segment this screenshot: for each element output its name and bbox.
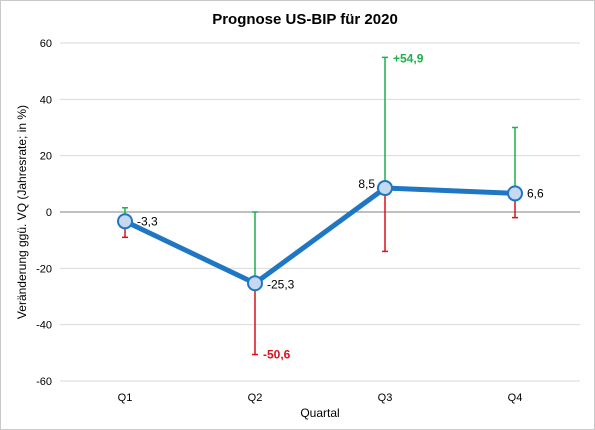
series-points	[117, 180, 523, 292]
gridlines	[60, 42, 580, 382]
x-tick-label: Q2	[248, 392, 263, 404]
x-tick-label: Q1	[118, 392, 133, 404]
x-tick-labels: Q1 Q2 Q3 Q4	[118, 392, 523, 404]
annotation-high: +54,9	[393, 51, 424, 65]
data-point	[507, 185, 523, 202]
y-tick-labels: 60 40 20 0 -20 -40 -60	[36, 38, 52, 388]
series-polyline	[122, 185, 518, 286]
data-label: 8,5	[358, 177, 375, 191]
range-bars	[122, 56, 518, 356]
y-tick-label: -40	[36, 320, 52, 332]
y-tick-label: -20	[36, 263, 52, 275]
annotation-low: -50,6	[263, 348, 291, 362]
x-tick-label: Q3	[378, 392, 393, 404]
x-axis-label: Quartal	[300, 406, 339, 420]
y-axis-label: Veränderung ggü. VQ (Jahresrate; in %)	[15, 105, 29, 319]
y-tick-label: 20	[40, 151, 52, 163]
y-tick-label: 60	[40, 38, 52, 50]
y-tick-label: 40	[40, 94, 52, 106]
series-line	[122, 185, 518, 286]
data-label: 6,6	[527, 186, 544, 200]
chart-title: Prognose US-BIP für 2020	[212, 11, 398, 28]
y-tick-label: 0	[46, 207, 52, 219]
x-tick-label: Q4	[508, 392, 523, 404]
data-labels: -3,3 -25,3 8,5 6,6 +54,9 -50,6	[137, 51, 544, 361]
y-tick-label: -60	[36, 376, 52, 388]
data-point	[247, 275, 263, 292]
data-point	[117, 213, 133, 230]
data-point	[377, 180, 393, 197]
data-label: -25,3	[267, 277, 295, 291]
data-label: -3,3	[137, 214, 158, 228]
